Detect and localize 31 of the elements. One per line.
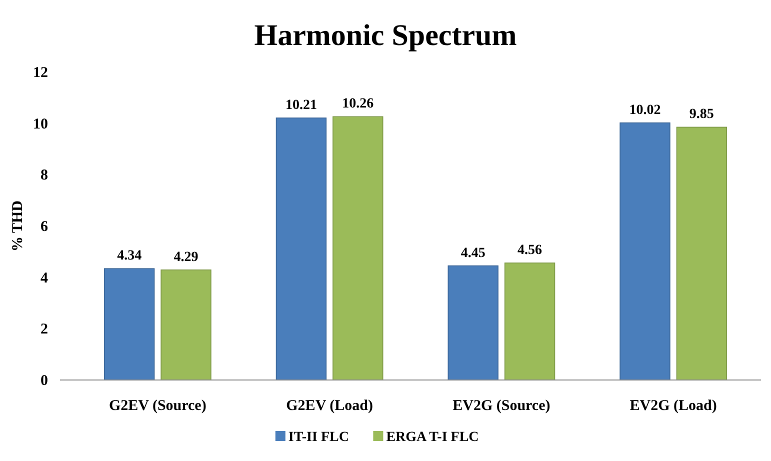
y-tick-label: 8 — [40, 168, 48, 184]
bar — [104, 268, 155, 380]
legend-label: ERGA T-I FLC — [386, 430, 479, 445]
y-tick-label: 2 — [40, 322, 48, 338]
bar — [504, 262, 556, 380]
chart-title: Harmonic Spectrum — [254, 19, 517, 52]
x-tick-label: EV2G (Source) — [452, 398, 550, 414]
legend-label: IT-II FLC — [288, 430, 349, 445]
bar — [448, 265, 498, 380]
y-tick-label: 10 — [33, 116, 48, 132]
data-label: 4.29 — [174, 250, 198, 265]
bar — [620, 122, 670, 380]
y-tick-label: 6 — [40, 219, 48, 235]
data-label: 4.56 — [518, 242, 542, 258]
bar — [160, 269, 212, 380]
data-label: 10.02 — [629, 102, 661, 118]
bar — [276, 118, 327, 380]
data-label: 4.34 — [117, 248, 142, 264]
y-axis-title: % THD — [10, 200, 26, 252]
y-tick-label: 12 — [33, 65, 48, 81]
y-tick-label: 4 — [40, 270, 48, 286]
x-tick-label: G2EV (Load) — [286, 398, 373, 414]
bar — [332, 116, 384, 380]
y-tick-label: 0 — [40, 373, 48, 389]
data-label: 10.26 — [342, 96, 374, 112]
data-label: 10.21 — [285, 98, 317, 113]
x-tick-label: EV2G (Load) — [630, 398, 717, 414]
data-label: 4.45 — [460, 246, 486, 261]
bar — [676, 126, 728, 380]
x-tick-label: G2EV (Source) — [108, 398, 206, 414]
data-label: 9.85 — [689, 107, 714, 122]
